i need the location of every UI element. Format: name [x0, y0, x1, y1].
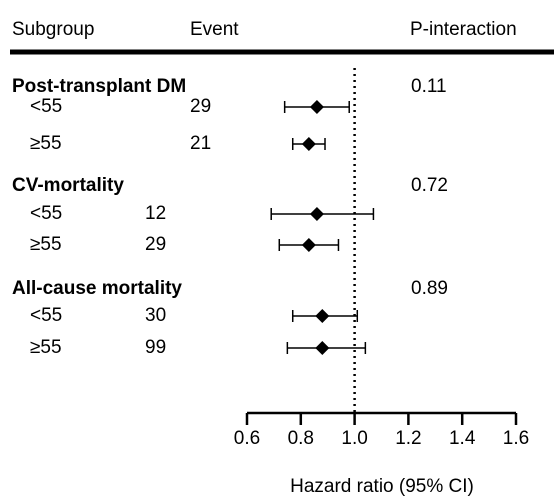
point-estimate — [309, 100, 324, 114]
p-value: 0.89 — [411, 278, 448, 299]
x-tick-label: 1.2 — [395, 428, 421, 449]
header-event: Event — [190, 19, 239, 40]
group-name: Post-transplant DM — [12, 76, 186, 97]
header-subgroup: Subgroup — [12, 19, 94, 40]
x-tick-label: 1.4 — [449, 428, 476, 449]
row-label: <55 — [30, 96, 62, 117]
group-name: All-cause mortality — [12, 278, 182, 299]
p-value: 0.11 — [411, 76, 447, 97]
p-value: 0.72 — [411, 175, 448, 196]
x-tick-label: 0.6 — [234, 428, 260, 449]
row-events: 29 — [190, 96, 211, 117]
x-tick-label: 1.0 — [341, 428, 367, 449]
point-estimate — [309, 207, 324, 221]
row-label: <55 — [30, 203, 62, 224]
point-estimate — [315, 341, 330, 355]
group-name: CV-mortality — [12, 175, 124, 196]
header-p: P-interaction — [410, 19, 517, 40]
row-label: ≥55 — [30, 337, 62, 358]
row-label: <55 — [30, 305, 62, 326]
row-label: ≥55 — [30, 133, 62, 154]
row-events: 29 — [145, 234, 166, 255]
x-tick-label: 0.8 — [288, 428, 314, 449]
x-tick-label: 1.6 — [503, 428, 529, 449]
point-estimate — [301, 238, 316, 252]
row-events: 30 — [145, 305, 166, 326]
row-events: 99 — [145, 337, 166, 358]
point-estimate — [315, 309, 330, 323]
row-events: 12 — [145, 203, 166, 224]
x-axis-label: Hazard ratio (95% CI) — [290, 476, 474, 497]
row-events: 21 — [190, 133, 211, 154]
row-label: ≥55 — [30, 234, 62, 255]
point-estimate — [301, 137, 316, 151]
